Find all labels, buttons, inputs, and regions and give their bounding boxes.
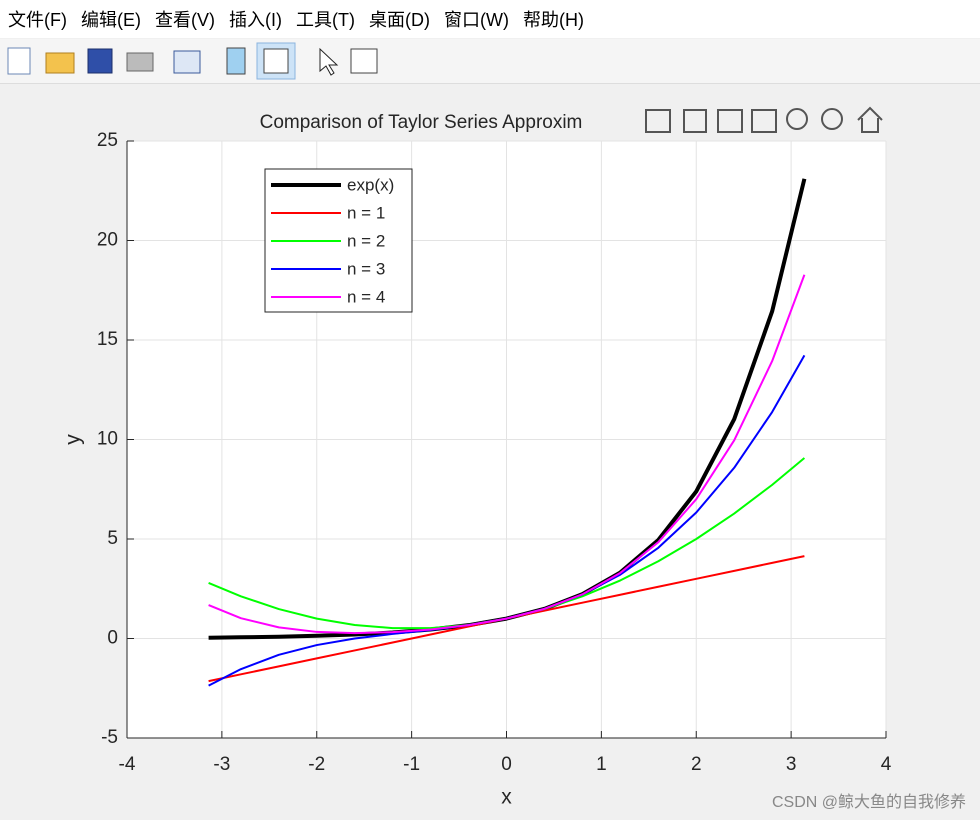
menu-item[interactable]: 工具(T) xyxy=(295,10,355,30)
y-axis-label: y xyxy=(62,434,85,445)
watermark: CSDN @鲸大鱼的自我修养 xyxy=(771,794,966,811)
x-tick-label: -2 xyxy=(308,754,325,775)
menu-item[interactable]: 帮助(H) xyxy=(522,10,584,30)
datatip-button[interactable] xyxy=(717,109,743,133)
axes-toolbar xyxy=(645,106,883,133)
x-tick-label: -4 xyxy=(119,754,136,775)
figure: Comparison of Taylor Series Approxim -4-… xyxy=(62,106,892,809)
x-tick-label: -1 xyxy=(403,754,420,775)
x-tick-label: -3 xyxy=(213,754,230,775)
link-icon[interactable] xyxy=(173,50,201,74)
x-tick-label: 4 xyxy=(881,754,892,775)
pan-button[interactable] xyxy=(751,109,777,133)
new-icon[interactable] xyxy=(7,47,31,75)
legend-icon xyxy=(263,48,289,74)
menu-item[interactable]: 编辑(E) xyxy=(80,10,141,30)
home-button[interactable] xyxy=(857,106,883,133)
menu-bar: 文件(F) 编辑(E) 查看(V) 插入(I) 工具(T) 桌面(D) 窗口(W… xyxy=(0,0,980,38)
y-tick-label: 5 xyxy=(107,528,118,549)
y-tick-label: 10 xyxy=(97,429,118,450)
chart-title: Comparison of Taylor Series Approxim xyxy=(260,112,583,133)
open-icon[interactable] xyxy=(45,52,75,74)
y-tick-label: 0 xyxy=(107,628,118,649)
legend-label: n = 4 xyxy=(347,287,385,306)
x-tick-label: 2 xyxy=(691,754,702,775)
pointer-icon[interactable] xyxy=(319,47,339,76)
legend-label: n = 3 xyxy=(347,259,385,278)
series-line xyxy=(208,274,806,635)
legend-label: n = 1 xyxy=(347,203,385,222)
x-axis-label: x xyxy=(501,786,512,809)
zoom-in-button[interactable] xyxy=(786,108,808,130)
toolbar xyxy=(0,39,980,84)
legend-label: n = 2 xyxy=(347,231,385,250)
save-icon[interactable] xyxy=(87,48,113,74)
x-tick-label: 3 xyxy=(786,754,797,775)
menu-item[interactable]: 文件(F) xyxy=(8,10,67,30)
print-icon[interactable] xyxy=(126,52,154,72)
y-tick-label: 20 xyxy=(97,230,118,251)
menu-item[interactable]: 查看(V) xyxy=(154,10,215,30)
brush-button[interactable] xyxy=(683,109,707,133)
property-icon[interactable] xyxy=(350,48,378,74)
y-tick-label: 15 xyxy=(97,329,118,350)
legend-label: exp(x) xyxy=(347,175,394,194)
x-tick-label: 0 xyxy=(501,754,512,775)
menu-item[interactable]: 桌面(D) xyxy=(368,10,430,30)
y-tick-label: 25 xyxy=(97,130,118,151)
menu-item[interactable]: 插入(I) xyxy=(228,10,282,30)
export-button[interactable] xyxy=(645,109,671,133)
y-tick-label: -5 xyxy=(101,727,118,748)
colorbar-icon[interactable] xyxy=(226,47,246,75)
zoom-out-button[interactable] xyxy=(821,108,843,130)
menu-item[interactable]: 窗口(W) xyxy=(443,10,509,30)
x-tick-label: 1 xyxy=(596,754,607,775)
